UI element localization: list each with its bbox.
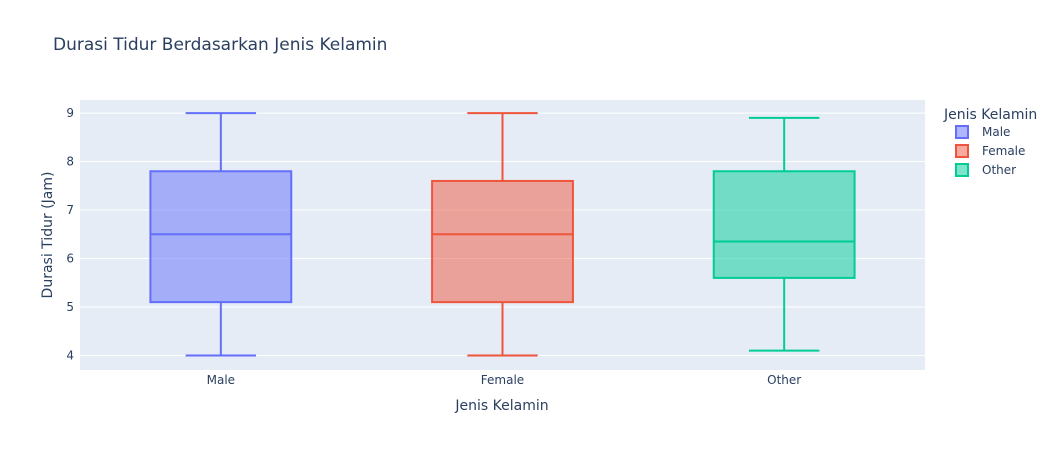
box-trace-other (712, 116, 856, 352)
legend-swatch (955, 125, 969, 139)
y-tick-label: 6 (66, 252, 74, 266)
chart-title: Durasi Tidur Berdasarkan Jenis Kelamin (53, 35, 387, 55)
y-tick-label: 4 (66, 348, 74, 362)
iqr-box (149, 170, 293, 304)
iqr-box (431, 179, 574, 304)
y-axis-ticks: 4 5 6 7 8 9 (66, 106, 74, 362)
legend-title: Jenis Kelamin (943, 107, 1037, 123)
box-trace-female (431, 112, 574, 357)
x-tick-label: Male (207, 373, 235, 387)
legend-label: Female (982, 144, 1025, 158)
y-tick-label: 8 (66, 155, 74, 169)
x-axis-ticks: Male Female Other (207, 373, 802, 387)
x-axis-title: Jenis Kelamin (454, 398, 548, 414)
x-tick-label: Female (481, 373, 524, 387)
box-traces (149, 112, 856, 357)
legend-swatch (955, 144, 969, 158)
x-tick-label: Other (767, 373, 801, 387)
legend-swatch (955, 163, 969, 177)
y-tick-label: 5 (66, 300, 74, 314)
legend-item-male: Male (955, 125, 1010, 139)
legend-item-other: Other (955, 163, 1016, 177)
iqr-box (712, 170, 856, 279)
y-tick-label: 9 (66, 106, 74, 120)
legend: Jenis Kelamin Male Female Other (943, 107, 1037, 177)
legend-item-female: Female (955, 144, 1025, 158)
y-tick-label: 7 (66, 203, 74, 217)
legend-label: Other (982, 163, 1016, 177)
y-axis-title: Durasi Tidur (Jam) (40, 172, 56, 299)
legend-label: Male (982, 125, 1010, 139)
box-trace-male (149, 112, 293, 357)
